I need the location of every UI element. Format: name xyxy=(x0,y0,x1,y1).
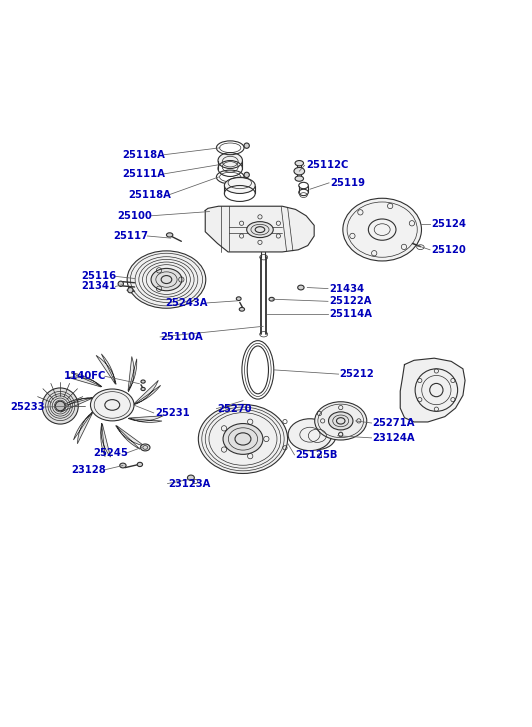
Polygon shape xyxy=(116,426,144,449)
Polygon shape xyxy=(73,412,93,443)
Polygon shape xyxy=(68,373,102,387)
Ellipse shape xyxy=(55,401,65,411)
Text: 25270: 25270 xyxy=(218,403,252,414)
Ellipse shape xyxy=(239,308,245,311)
Ellipse shape xyxy=(295,176,304,181)
Ellipse shape xyxy=(120,463,126,468)
Text: 21434: 21434 xyxy=(329,284,364,294)
Polygon shape xyxy=(128,357,137,391)
Text: 25124: 25124 xyxy=(431,220,466,229)
Ellipse shape xyxy=(127,251,206,308)
Ellipse shape xyxy=(167,233,173,237)
Text: 23123A: 23123A xyxy=(169,478,211,489)
Polygon shape xyxy=(134,380,161,405)
Text: 25114A: 25114A xyxy=(329,308,372,318)
Ellipse shape xyxy=(299,422,336,449)
Polygon shape xyxy=(101,423,111,457)
Ellipse shape xyxy=(151,268,182,291)
Text: 23128: 23128 xyxy=(71,465,106,475)
Text: 25231: 25231 xyxy=(155,408,189,418)
Text: 25117: 25117 xyxy=(113,231,148,241)
Ellipse shape xyxy=(295,161,304,166)
Ellipse shape xyxy=(225,177,255,193)
Text: 25118A: 25118A xyxy=(122,150,165,160)
Ellipse shape xyxy=(269,297,275,301)
Text: 25111A: 25111A xyxy=(122,169,165,179)
Ellipse shape xyxy=(223,424,263,454)
Ellipse shape xyxy=(288,419,331,451)
Ellipse shape xyxy=(315,402,367,440)
Text: 25243A: 25243A xyxy=(165,298,208,308)
Text: 1140FC: 1140FC xyxy=(63,371,106,381)
Ellipse shape xyxy=(141,380,145,383)
Ellipse shape xyxy=(128,287,133,293)
Ellipse shape xyxy=(244,143,250,148)
Text: 25233: 25233 xyxy=(10,402,44,412)
Polygon shape xyxy=(129,416,163,422)
Text: 25118A: 25118A xyxy=(128,190,171,199)
Text: 23124A: 23124A xyxy=(372,433,415,443)
Text: 25116: 25116 xyxy=(81,271,117,281)
Ellipse shape xyxy=(187,475,194,481)
Ellipse shape xyxy=(118,281,123,286)
Text: 25245: 25245 xyxy=(93,448,128,458)
Text: 25112C: 25112C xyxy=(306,161,348,170)
Text: 25119: 25119 xyxy=(330,178,365,188)
Text: 25100: 25100 xyxy=(118,211,152,221)
Text: 25110A: 25110A xyxy=(160,332,203,342)
Ellipse shape xyxy=(298,285,304,290)
Ellipse shape xyxy=(236,297,241,300)
Ellipse shape xyxy=(42,388,78,424)
Ellipse shape xyxy=(90,389,134,421)
Ellipse shape xyxy=(137,462,143,467)
Text: 25120: 25120 xyxy=(431,245,466,254)
Ellipse shape xyxy=(244,172,250,177)
Text: 21341: 21341 xyxy=(81,281,117,292)
Polygon shape xyxy=(205,206,314,252)
Ellipse shape xyxy=(294,167,305,175)
Ellipse shape xyxy=(328,412,353,430)
Text: 25212: 25212 xyxy=(339,369,375,379)
Ellipse shape xyxy=(198,404,288,473)
Polygon shape xyxy=(60,398,92,412)
Ellipse shape xyxy=(343,198,421,261)
Polygon shape xyxy=(400,358,465,422)
Polygon shape xyxy=(96,354,116,384)
Ellipse shape xyxy=(141,387,145,390)
Ellipse shape xyxy=(247,222,273,238)
Ellipse shape xyxy=(218,153,243,169)
Text: 25271A: 25271A xyxy=(372,418,415,428)
Ellipse shape xyxy=(140,444,150,451)
Text: 25125B: 25125B xyxy=(296,450,338,460)
Text: 25122A: 25122A xyxy=(329,297,371,306)
